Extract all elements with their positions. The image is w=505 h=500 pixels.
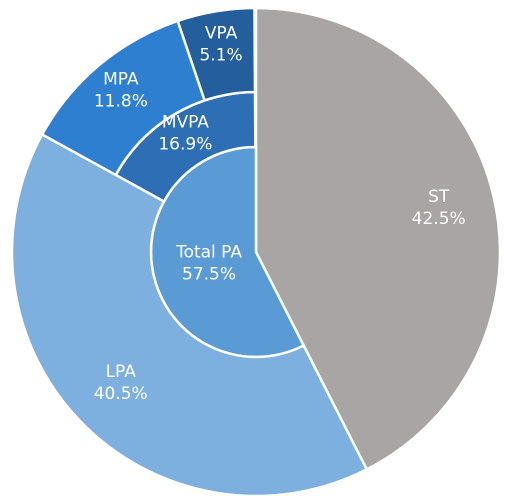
segment-label: MPA: [103, 70, 139, 90]
value-label: 5.1%: [200, 46, 243, 66]
segment-label: LPA: [106, 362, 137, 382]
segment-label: Total PA: [175, 242, 242, 262]
segment-label: ST: [428, 187, 450, 207]
value-label: 40.5%: [94, 384, 148, 404]
value-label: 57.5%: [182, 264, 236, 284]
segment-label: MVPA: [162, 112, 209, 132]
segment: [254, 6, 502, 472]
value-label: 16.9%: [158, 134, 212, 154]
value-label: 42.5%: [412, 209, 466, 229]
segment: [10, 132, 369, 498]
segment: [176, 6, 257, 103]
segment-label: VPA: [205, 24, 238, 44]
value-label: 11.8%: [94, 92, 148, 112]
